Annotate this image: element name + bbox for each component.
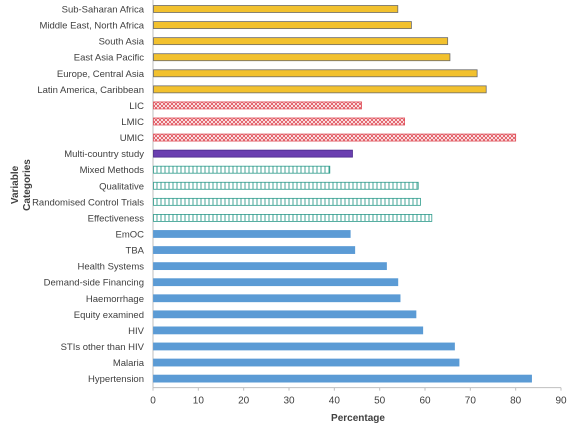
category-label: UMIC	[120, 133, 144, 144]
category-label: South Asia	[99, 37, 145, 48]
bar	[153, 181, 419, 190]
bar	[153, 230, 351, 238]
bar	[153, 117, 406, 126]
bar	[153, 5, 399, 13]
x-tick-labels: 0 10 20 30 40 50 60 70 80 90	[150, 387, 567, 407]
bar	[153, 214, 433, 222]
bar	[153, 69, 478, 78]
bar	[153, 374, 532, 383]
category-labels: Sub-Saharan Africa Middle East, North Afr…	[32, 5, 145, 386]
x-tick-label: 20	[238, 396, 250, 407]
bar	[153, 101, 362, 110]
bar	[153, 53, 451, 62]
bar	[153, 342, 455, 351]
y-axis-title-line: Categories	[22, 159, 33, 211]
category-label: LMIC	[121, 117, 144, 128]
category-label: STIs other than HIV	[61, 342, 145, 353]
bar	[153, 326, 424, 335]
category-label: Sub-Saharan Africa	[62, 5, 145, 16]
x-tick-label: 10	[193, 396, 205, 407]
bar	[153, 310, 417, 319]
category-label: Equity examined	[74, 310, 144, 321]
x-tick-label: 90	[555, 396, 567, 407]
bar	[153, 197, 421, 206]
bar	[153, 37, 449, 46]
category-label: Health Systems	[77, 262, 144, 273]
x-axis-title: Percentage	[331, 413, 385, 424]
x-tick-label: 40	[329, 396, 341, 407]
bar	[153, 358, 460, 367]
x-tick-label: 30	[283, 396, 295, 407]
category-label: Latin America, Caribbean	[37, 85, 144, 96]
category-label: Demand-side Financing	[44, 278, 144, 289]
y-axis-title: Variable Categories	[10, 159, 33, 211]
bar	[153, 85, 487, 94]
category-label: TBA	[126, 246, 145, 257]
category-label: Qualitative	[99, 181, 144, 192]
x-tick-label: 80	[510, 396, 522, 407]
x-tick-label: 60	[419, 396, 431, 407]
bar	[153, 294, 401, 303]
bar	[153, 165, 331, 174]
category-label: Haemorrhage	[86, 294, 144, 305]
bar	[153, 149, 353, 158]
axes	[152, 0, 561, 389]
bars	[153, 5, 532, 383]
category-label: HIV	[128, 326, 145, 337]
category-label: Malaria	[113, 358, 145, 369]
x-tick-label: 0	[150, 396, 156, 407]
bar	[153, 262, 387, 271]
bar	[153, 21, 412, 29]
y-axis-title-line: Variable	[10, 165, 21, 204]
category-label: Hypertension	[88, 374, 144, 385]
category-label: Multi-country study	[64, 149, 144, 160]
category-label: EmOC	[116, 229, 145, 240]
category-label: Effectiveness	[88, 213, 145, 224]
category-label: East Asia Pacific	[74, 53, 144, 64]
category-label: Mixed Methods	[80, 165, 145, 176]
category-label: Randomised Control Trials	[32, 197, 144, 208]
category-label: Middle East, North Africa	[39, 21, 144, 32]
bar	[153, 133, 517, 142]
category-label: Europe, Central Asia	[57, 69, 145, 80]
bar	[153, 278, 399, 287]
category-label: LIC	[129, 101, 144, 112]
x-tick-label: 70	[465, 396, 477, 407]
bar	[153, 246, 356, 254]
x-tick-label: 50	[374, 396, 386, 407]
